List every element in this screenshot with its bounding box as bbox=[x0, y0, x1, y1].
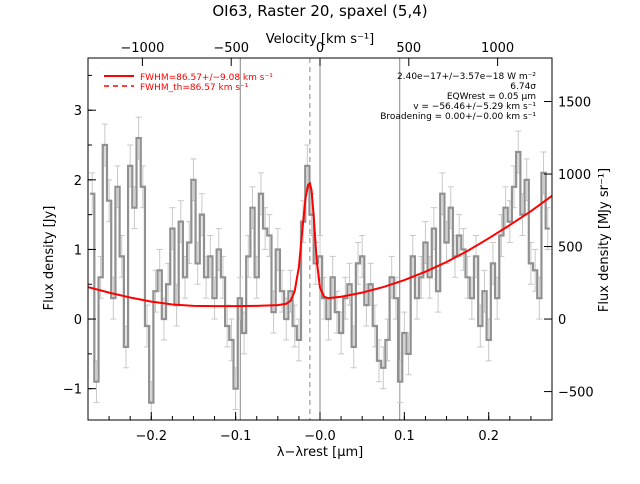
annotation-sigma: 6.74σ bbox=[510, 82, 536, 92]
fit-total-line bbox=[87, 181, 553, 308]
right-tick-label: 500 bbox=[558, 241, 583, 256]
x-tick-label: −0.1 bbox=[220, 429, 252, 444]
fit-thermal-line bbox=[285, 181, 325, 305]
legend-label-fwhm: FWHM=86.57+/−9.08 km s⁻¹ bbox=[140, 73, 273, 83]
right-tick-label: −500 bbox=[558, 386, 594, 401]
left-axis-label: Flux density [Jy] bbox=[42, 206, 57, 311]
top-axis-label: Velocity [km s⁻¹] bbox=[266, 32, 374, 47]
y-tick-label: 3 bbox=[74, 104, 82, 119]
axis-ticks: −0.2 −0.1 −0.0 0.1 0.2 −1000 −500 0 500 1000 −1 0 1 2… bbox=[63, 41, 594, 444]
annotation-velocity: v = −56.46+/−5.29 km s⁻¹ bbox=[413, 102, 536, 112]
top-tick-label: −500 bbox=[213, 41, 249, 56]
top-tick-label: 1000 bbox=[481, 41, 514, 56]
bottom-axis-label: λ−λrest [μm] bbox=[277, 445, 363, 460]
y-tick-label: 0 bbox=[74, 313, 82, 328]
annotation-broadening: Broadening = 0.00+/−0.00 km s⁻¹ bbox=[380, 112, 536, 122]
x-tick-label: −0.0 bbox=[304, 429, 336, 444]
plot-frame bbox=[87, 57, 553, 421]
y-tick-label: 1 bbox=[74, 243, 82, 258]
y-tick-label: 2 bbox=[74, 174, 82, 189]
legend-label-fwhm-th: FWHM_th=86.57 km s⁻¹ bbox=[140, 83, 249, 93]
y-tick-label: −1 bbox=[63, 383, 82, 398]
right-tick-label: 0 bbox=[558, 313, 566, 328]
top-tick-label: −1000 bbox=[120, 41, 164, 56]
fit-annotations: 2.40e−17+/−3.57e−18 W m⁻² 6.74σ EQWrest … bbox=[380, 72, 536, 122]
right-tick-label: 1000 bbox=[558, 168, 591, 183]
annotation-line-flux: 2.40e−17+/−3.57e−18 W m⁻² bbox=[397, 72, 536, 82]
x-tick-label: −0.2 bbox=[135, 429, 167, 444]
right-axis-label: Flux density [MJy sr⁻¹] bbox=[597, 168, 612, 312]
observed-spectrum-line bbox=[90, 136, 550, 404]
x-tick-label: 0.2 bbox=[478, 429, 499, 444]
top-tick-label: 0 bbox=[316, 41, 324, 56]
right-tick-label: 1500 bbox=[558, 96, 591, 111]
top-tick-label: 500 bbox=[396, 41, 421, 56]
annotation-eqw: EQWrest = 0.05 μm bbox=[447, 92, 536, 102]
series-lines bbox=[87, 136, 553, 404]
x-tick-label: 0.1 bbox=[394, 429, 415, 444]
legend: FWHM=86.57+/−9.08 km s⁻¹ FWHM_th=86.57 k… bbox=[104, 73, 273, 93]
chart-title: OI63, Raster 20, spaxel (5,4) bbox=[212, 2, 427, 20]
